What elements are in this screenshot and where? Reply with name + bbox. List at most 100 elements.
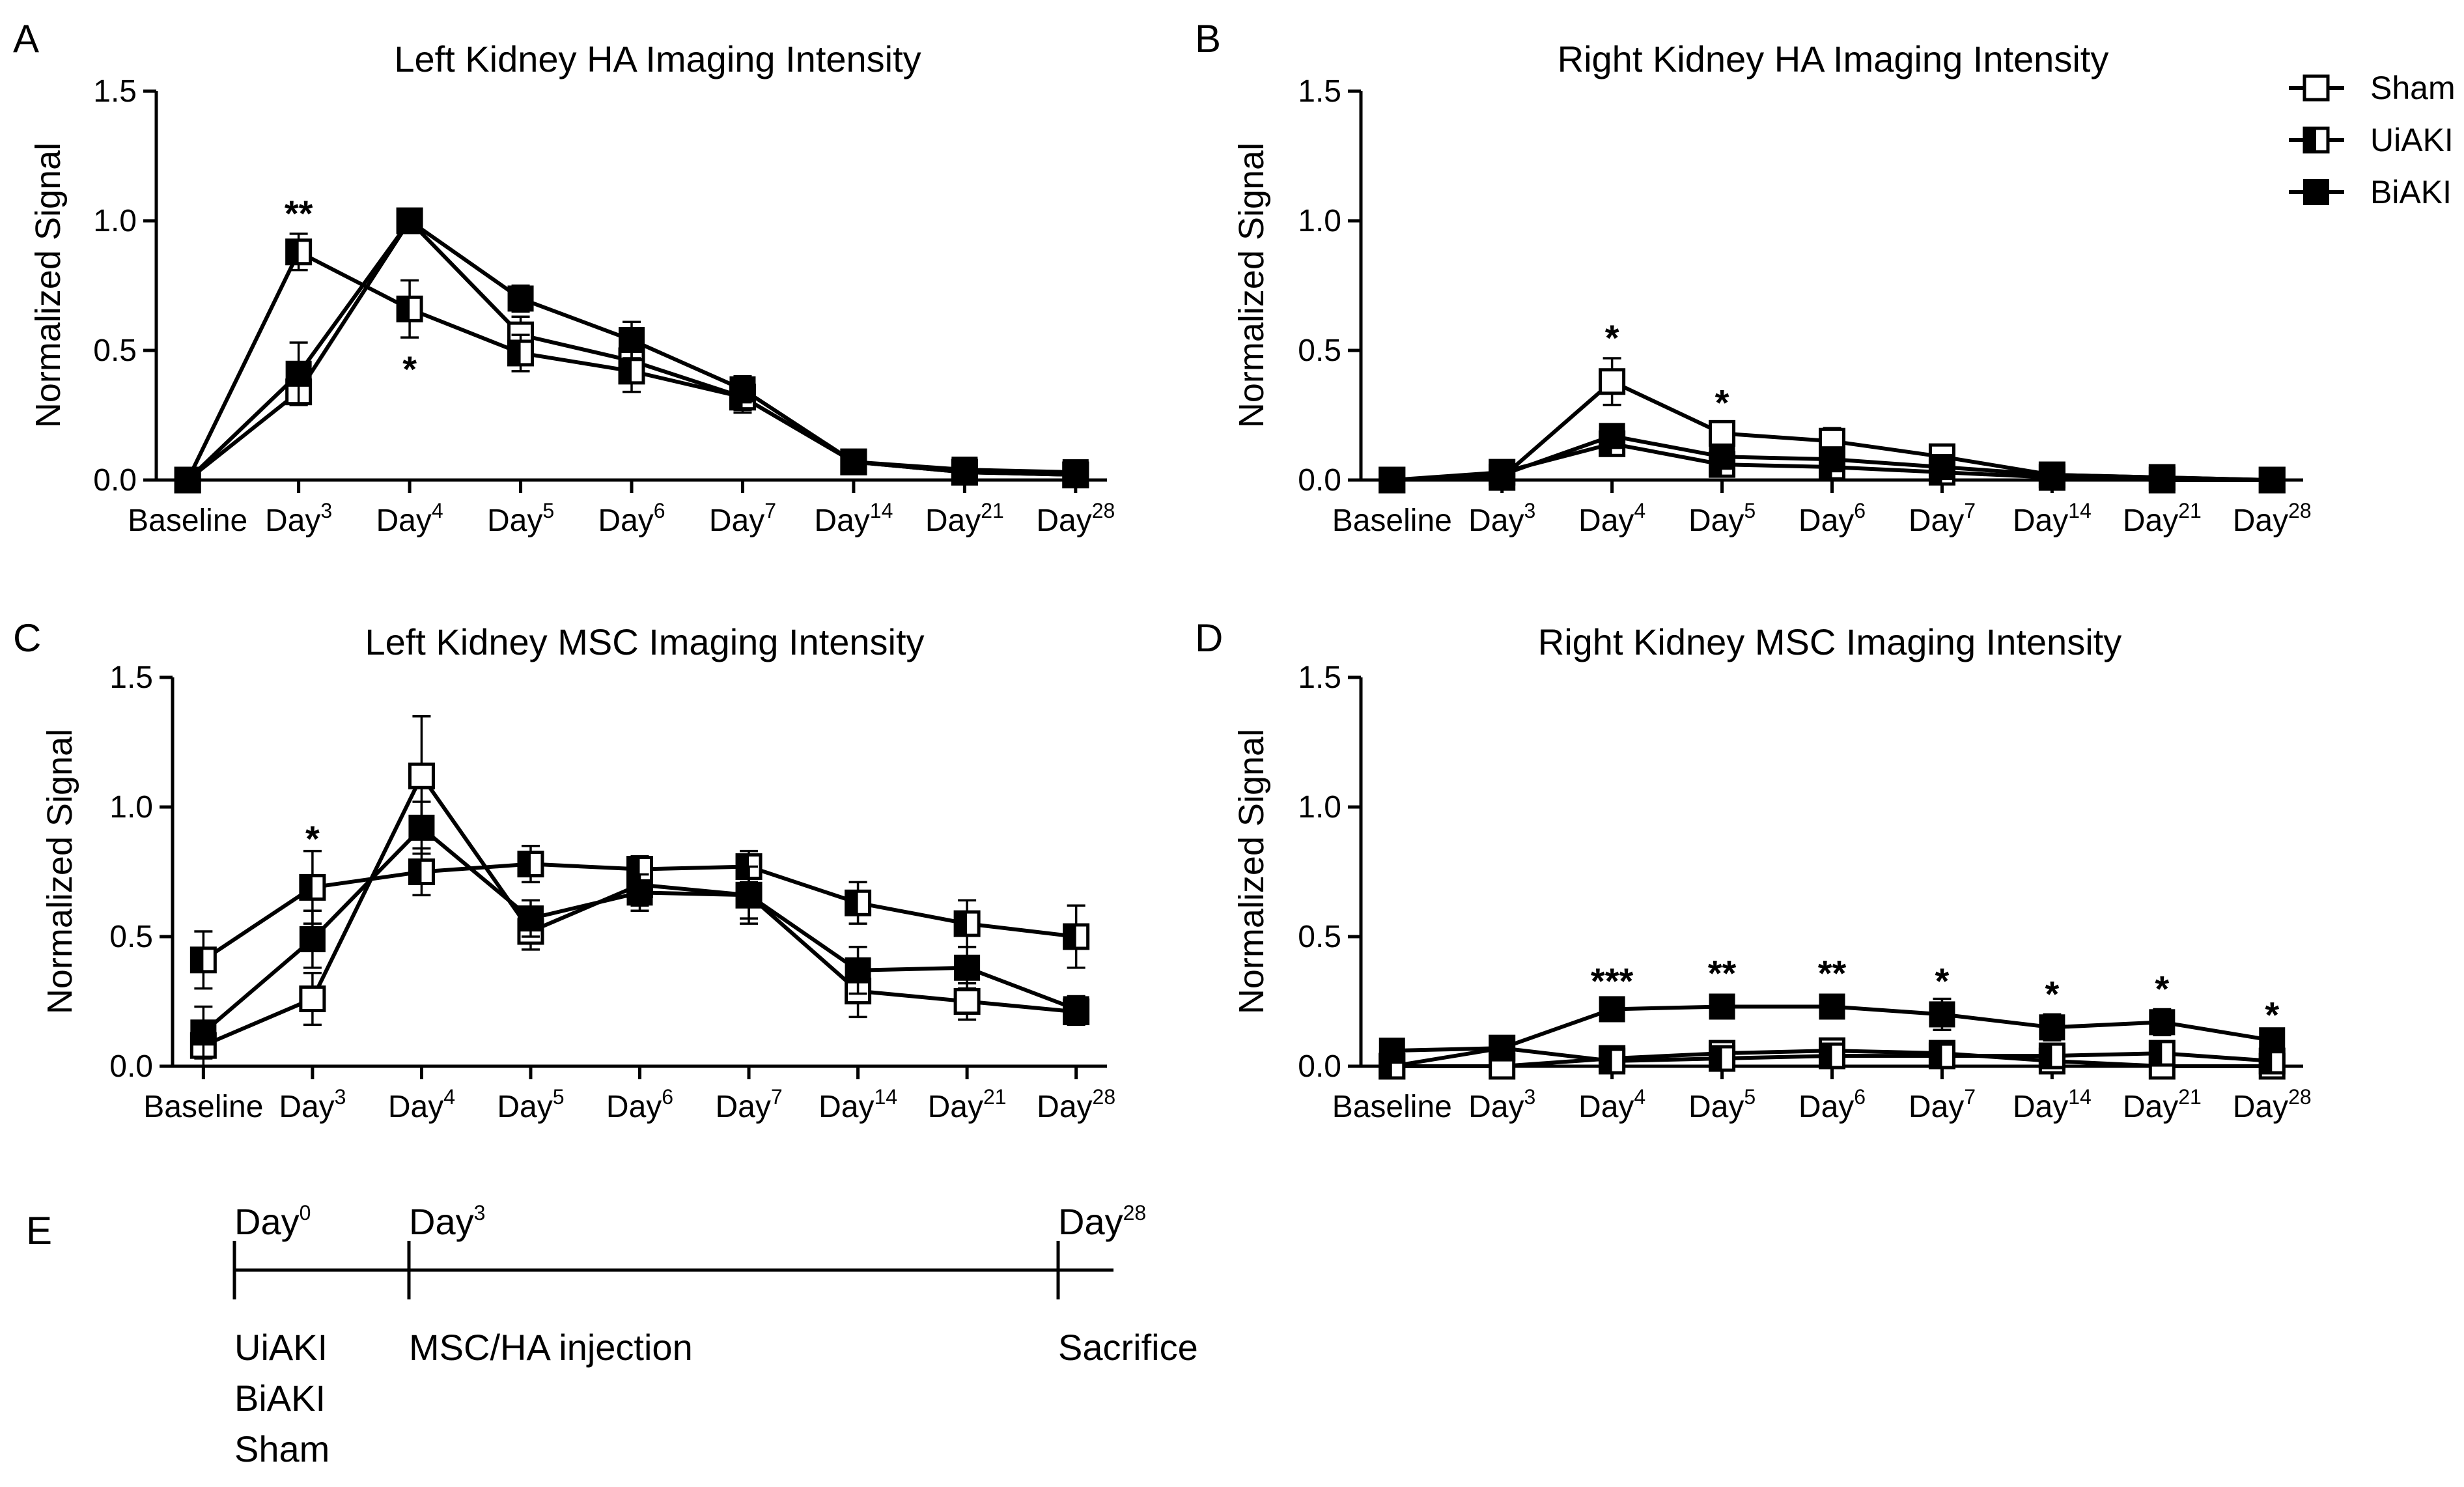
x-tick-label-text: Day [1037,1090,1092,1124]
data-point-uiaki-fill [2260,1049,2273,1073]
timeline-note: UiAKI [234,1327,328,1368]
significance-marker: ** [1708,953,1737,994]
data-point-biaki [619,327,645,354]
x-tick-label-text: Day [1468,1090,1524,1124]
x-tick-label-sup: 14 [870,499,893,522]
data-point-uiaki-fill [518,852,531,876]
data-point-biaki [1379,1038,1405,1064]
data-point-biaki [190,1019,217,1046]
data-point-biaki [2039,1014,2065,1041]
data-point-uiaki-fill [628,857,640,881]
x-tick-label-text: Day [487,503,542,538]
data-point-biaki [729,376,756,403]
y-tick-label: 0.0 [1298,1049,1341,1084]
x-tick-label-text: Baseline [143,1090,263,1124]
x-tick-label-text: Day [2233,503,2288,538]
x-tick-label-sup: 4 [432,499,443,522]
x-tick-label-text: Day [1688,503,1744,538]
x-tick-label-sup: 3 [1524,499,1535,522]
x-tick-label-text: Day [2123,503,2178,538]
x-tick-label-text: Day [497,1090,552,1124]
data-point-biaki [397,208,423,234]
x-tick-label-day3: Day3 [1468,1085,1535,1124]
panel-letter: A [13,17,39,61]
timeline-label-sup: 0 [300,1201,311,1225]
x-tick-label-sup: 4 [443,1085,455,1109]
x-tick-label-text: Day [1578,1090,1634,1124]
data-point-biaki [1063,996,1089,1023]
x-tick-label-day5: Day5 [1688,1085,1756,1124]
x-tick-label-text: Day [598,503,653,538]
chart-panel-b: B Right Kidney HA Imaging Intensity Normal… [1195,17,2312,538]
data-point-biaki [285,360,312,387]
data-point-uiaki-fill [191,948,204,972]
x-tick-label-baseline: Baseline [1332,503,1452,538]
y-tick-label: 1.0 [1298,204,1341,238]
x-tick-label-sup: 6 [654,499,665,522]
significance-marker: * [1715,382,1729,423]
x-tick-label-text: Day [1578,503,1634,538]
data-point-biaki [1062,459,1089,486]
data-point-biaki [1709,444,1735,470]
data-point-biaki [1929,1001,1955,1028]
x-tick-label-sup: 28 [1092,499,1115,522]
x-tick-label-day5: Day5 [1688,499,1756,538]
x-tick-label-text: Day [2013,1090,2068,1124]
x-tick-label-text: Baseline [128,503,247,538]
series-uiaki [174,233,1089,494]
x-tick-label-day5: Day5 [487,499,554,538]
x-tick-label-day4: Day4 [1578,1085,1645,1124]
timeline-note: Sacrifice [1058,1327,1198,1368]
x-tick-label-sup: 28 [1093,1085,1116,1109]
data-point-uiaki-fill [509,341,521,365]
data-point-uiaki-fill [1710,1047,1722,1071]
significance-marker: * [402,348,417,389]
x-tick-label-sup: 5 [542,499,554,522]
x-tick-label-text: Day [2123,1090,2178,1124]
x-tick-label-sup: 5 [553,1085,565,1109]
data-point-sham [1709,419,1736,447]
x-tick-label-sup: 21 [2178,499,2202,522]
legend-label: Sham [2370,70,2456,106]
timeline-label-text: Day [1058,1201,1123,1242]
x-tick-label-day6: Day6 [606,1085,673,1124]
x-tick-label-sup: 6 [1854,499,1866,522]
x-tick-label-day14: Day14 [2013,499,2092,538]
x-tick-label-day4: Day4 [376,499,443,538]
x-tick-label-sup: 21 [983,1085,1007,1109]
data-point-sham [1599,368,1626,395]
x-tick-label-text: Day [1036,503,1091,538]
data-point-biaki [845,957,871,984]
charts-layer: A Left Kidney HA Imaging Intensity Normali… [13,17,2312,1124]
x-tick-label-day21: Day21 [928,1085,1007,1124]
x-tick-label-day7: Day7 [1909,499,1976,538]
data-point-biaki [954,954,981,981]
x-tick-label-sup: 7 [771,1085,783,1109]
timeline-note: BiAKI [234,1378,326,1419]
x-tick-label-sup: 21 [981,499,1004,522]
significance-marker: * [2265,994,2279,1035]
y-tick-label: 0.5 [1298,333,1341,368]
panel-letter: E [26,1209,52,1253]
timeline-label-sup: 3 [474,1201,486,1225]
legend-marker-fill [2304,128,2316,152]
data-point-uiaki-fill [1064,925,1076,948]
panel-letter: C [13,616,41,660]
x-tick-label-day14: Day14 [814,499,893,538]
x-tick-label-day4: Day4 [1578,499,1645,538]
x-tick-label-text: Day [606,1090,662,1124]
data-point-biaki [2259,1027,2286,1054]
x-tick-label-day14: Day14 [2013,1085,2092,1124]
x-tick-label-sup: 3 [1524,1085,1535,1109]
x-tick-label-text: Day [715,1090,770,1124]
x-tick-label-text: Day [1799,503,1854,538]
x-tick-label-day7: Day7 [1909,1085,1976,1124]
timeline-event-day3: Day3 MSC/HA injection [407,1201,693,1368]
x-tick-label-day21: Day21 [2123,499,2202,538]
data-point-uiaki-fill [1820,1044,1832,1068]
x-tick-label-sup: 14 [874,1085,897,1109]
y-axis-label: Normalized Signal [1232,729,1271,1014]
significance-marker: ** [1818,953,1847,994]
x-tick-label-day3: Day3 [1468,499,1535,538]
